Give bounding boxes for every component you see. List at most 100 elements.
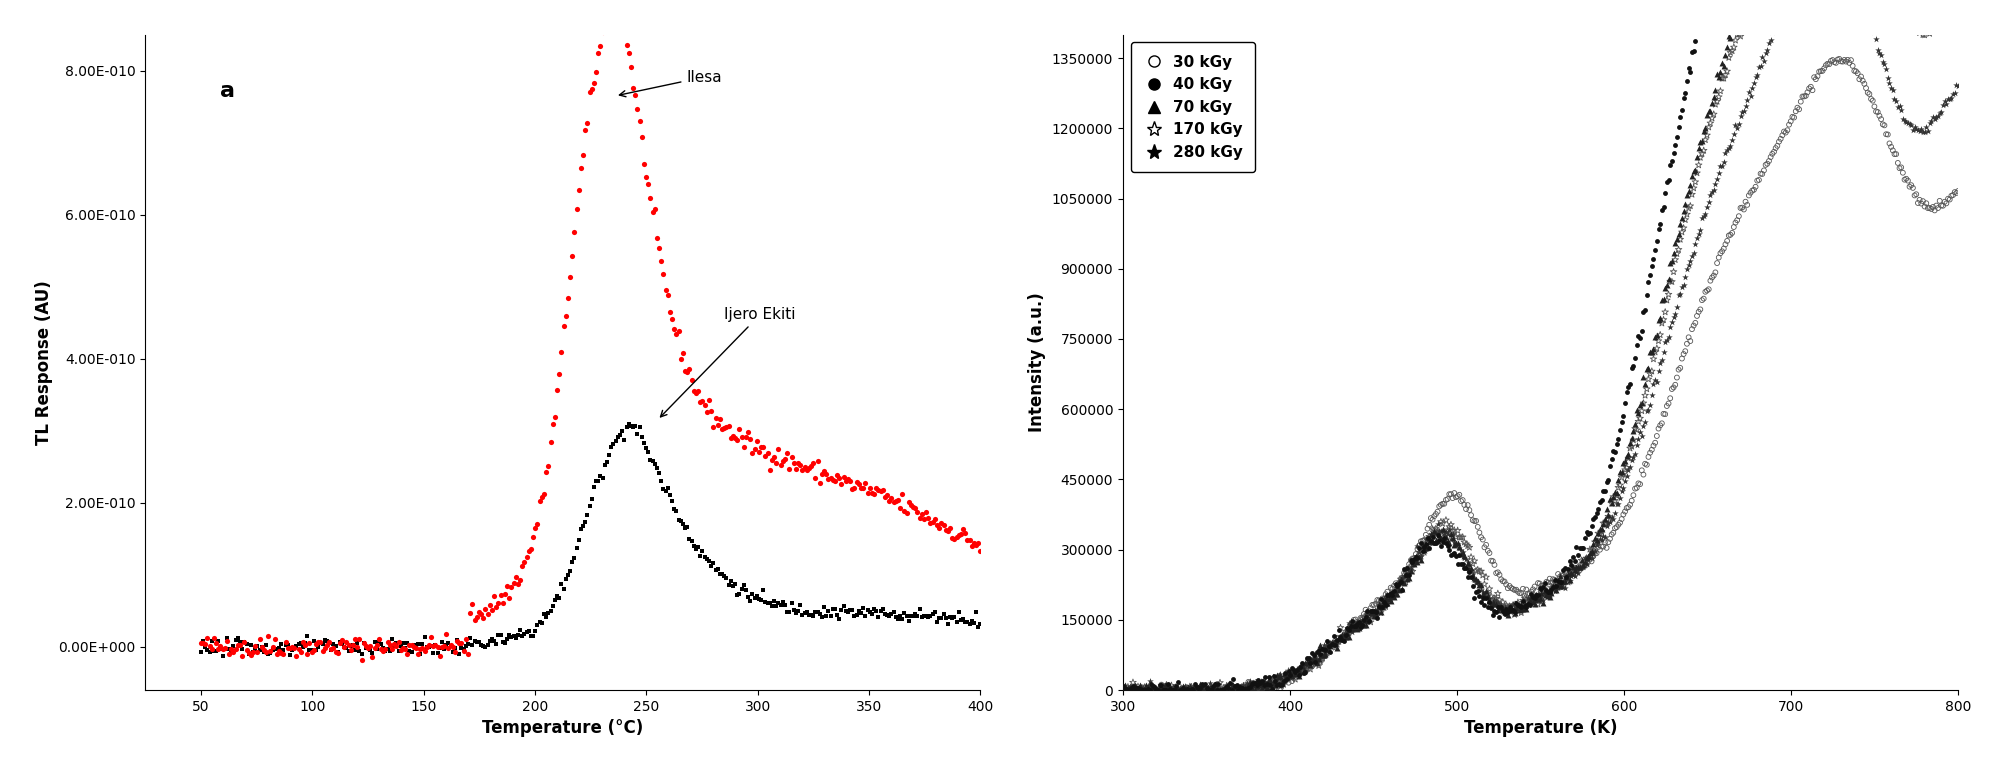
Point	[213, 642, 245, 655]
Point	[676, 374, 708, 386]
Point	[1203, 684, 1235, 696]
Point	[606, 11, 638, 23]
Point	[1438, 538, 1470, 550]
Point	[389, 642, 421, 655]
Point	[1702, 91, 1734, 103]
Point	[1746, 54, 1778, 66]
Point	[1420, 508, 1452, 520]
Point	[1464, 584, 1496, 596]
Point	[1624, 478, 1656, 490]
Point	[880, 496, 912, 508]
Point	[1514, 591, 1546, 603]
Point	[1203, 684, 1235, 696]
Point	[1271, 669, 1303, 682]
Point	[243, 644, 275, 656]
Point	[1610, 386, 1642, 398]
Point	[888, 505, 920, 517]
Point	[698, 557, 730, 569]
Point	[1672, 185, 1704, 198]
Point	[1361, 604, 1393, 617]
Point	[1201, 682, 1233, 694]
Point	[1905, 123, 1937, 135]
Point	[1598, 494, 1630, 506]
Point	[1428, 532, 1460, 544]
Point	[567, 148, 599, 161]
Point	[1173, 680, 1205, 692]
Point	[1624, 397, 1656, 409]
Point	[373, 645, 405, 657]
Point	[1726, 0, 1758, 5]
Point	[1584, 533, 1616, 546]
Point	[1165, 683, 1197, 696]
Point	[1923, 107, 1955, 119]
Point	[435, 639, 467, 652]
Point	[1821, 53, 1853, 66]
Point	[1887, 0, 1919, 8]
Point	[868, 491, 900, 503]
Point	[1171, 684, 1203, 696]
Point	[1315, 639, 1347, 652]
Point	[1704, 160, 1736, 172]
Point	[1450, 503, 1482, 515]
Point	[1275, 675, 1307, 687]
Point	[311, 639, 343, 652]
Point	[297, 635, 329, 647]
Point	[1349, 608, 1381, 621]
Point	[822, 613, 854, 625]
Point	[1189, 684, 1221, 696]
Point	[906, 508, 938, 520]
Point	[357, 646, 389, 659]
Point	[1662, 228, 1694, 240]
Point	[1694, 112, 1726, 124]
Point	[816, 603, 848, 615]
Point	[1418, 524, 1450, 537]
Point	[942, 529, 974, 541]
Point	[1548, 571, 1580, 583]
Point	[880, 611, 912, 623]
Point	[1452, 541, 1484, 554]
Point	[1762, 135, 1794, 147]
Point	[1752, 155, 1784, 168]
Point	[1604, 513, 1636, 525]
Point	[269, 636, 301, 648]
Point	[1895, 12, 1927, 25]
Point	[1221, 683, 1253, 696]
Point	[1412, 530, 1444, 543]
Point	[1897, 189, 1929, 201]
Point	[1263, 679, 1295, 691]
Point	[1321, 631, 1353, 644]
Point	[317, 642, 349, 654]
Point	[1410, 541, 1442, 554]
Point	[662, 325, 694, 337]
Point	[1119, 684, 1151, 696]
Point	[1704, 160, 1736, 172]
Point	[1909, 197, 1941, 209]
Point	[501, 629, 533, 642]
Point	[1504, 607, 1536, 619]
Point	[1690, 201, 1722, 213]
Point	[333, 645, 365, 657]
Point	[1287, 662, 1319, 674]
Point	[1704, 66, 1736, 78]
Point	[1899, 14, 1931, 26]
Point	[1580, 506, 1612, 519]
Point	[1227, 684, 1259, 696]
Point	[259, 633, 291, 645]
Point	[365, 638, 397, 650]
Point	[419, 639, 451, 652]
Point	[1227, 682, 1259, 694]
Point	[1225, 682, 1257, 694]
Point	[467, 640, 499, 652]
Point	[359, 636, 391, 648]
Point	[245, 641, 277, 653]
Point	[487, 598, 519, 610]
Point	[756, 600, 788, 612]
Point	[860, 604, 892, 617]
Point	[1277, 664, 1309, 676]
Point	[198, 645, 231, 657]
Point	[1931, 93, 1963, 105]
Point	[1534, 587, 1566, 599]
Point	[1558, 555, 1590, 567]
Point	[1135, 682, 1167, 695]
Point	[1139, 682, 1171, 695]
